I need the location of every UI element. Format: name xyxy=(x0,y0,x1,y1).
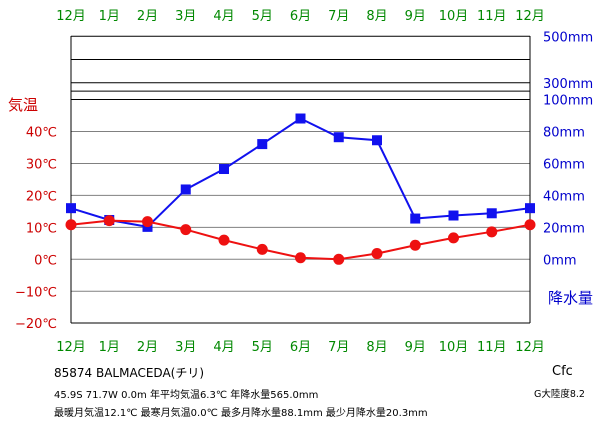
month-label: 9月 xyxy=(405,9,426,24)
precipitation-axis: 500mm 300mm 100mm 80mm 60mm 40mm 20mm 0mm 降水量 xyxy=(543,30,593,307)
temperature-tick-label: 40℃ xyxy=(26,126,57,141)
month-label: 2月 xyxy=(137,9,158,24)
precipitation-point xyxy=(372,135,382,146)
precipitation-tick-label: 40mm xyxy=(543,189,585,204)
precipitation-point xyxy=(410,213,421,224)
month-label: 5月 xyxy=(252,9,273,24)
month-label: 2月 xyxy=(137,340,158,355)
month-label: 6月 xyxy=(290,9,311,24)
precipitation-tick-label: 20mm xyxy=(543,221,585,236)
precipitation-tick-label: 100mm xyxy=(543,94,593,109)
precipitation-tick-label: 0mm xyxy=(543,253,577,268)
month-label: 12月 xyxy=(56,9,86,24)
month-label: 9月 xyxy=(405,340,426,355)
precipitation-tick-label: 500mm xyxy=(543,30,593,45)
temperature-point xyxy=(371,248,383,260)
temperature-point xyxy=(486,226,498,238)
precipitation-point xyxy=(333,132,344,143)
station-name: 85874 BALMACEDA(チリ) xyxy=(54,366,205,380)
station-summary: 45.9S 71.7W 0.0m 年平均気温6.3℃ 年降水量565.0mm xyxy=(54,390,319,401)
month-label: 10月 xyxy=(439,9,469,24)
month-label: 4月 xyxy=(213,340,234,355)
temperature-tick-label: −10℃ xyxy=(15,285,57,300)
month-label: 7月 xyxy=(328,340,349,355)
temperature-point xyxy=(333,253,345,265)
precipitation-point xyxy=(486,208,497,219)
precipitation-point xyxy=(257,139,268,150)
continentality: G大陸度8.2 xyxy=(534,389,585,400)
precipitation-axis-title: 降水量 xyxy=(548,289,593,307)
precipitation-point xyxy=(180,184,191,195)
month-label: 12月 xyxy=(515,9,545,24)
temperature-tick-label: 30℃ xyxy=(26,157,57,172)
month-label: 8月 xyxy=(366,340,387,355)
station-extremes: 最暖月気温12.1℃ 最寒月気温0.0℃ 最多月降水量88.1mm 最少月降水量… xyxy=(54,408,428,419)
temperature-point xyxy=(295,252,306,264)
temperature-point xyxy=(524,219,536,231)
precipitation-tick-label: 300mm xyxy=(543,77,593,92)
plot-frame xyxy=(70,36,531,324)
temperature-tick-label: 0℃ xyxy=(34,253,57,268)
temperature-tick-label: −20℃ xyxy=(15,317,57,332)
temperature-point xyxy=(448,232,459,244)
temperature-point xyxy=(65,219,77,231)
temperature-axis: 気温 40℃ 30℃ 20℃ 10℃ 0℃ −10℃ −20℃ xyxy=(8,96,57,332)
temperature-axis-title: 気温 xyxy=(8,96,38,114)
month-label: 4月 xyxy=(213,9,234,24)
temperature-point xyxy=(218,234,230,246)
month-label: 8月 xyxy=(366,9,387,24)
month-label: 3月 xyxy=(175,340,196,355)
month-labels-bottom: 12月 1月 2月 3月 4月 5月 6月 7月 8月 9月 10月 11月 12月 xyxy=(56,340,545,355)
month-label: 3月 xyxy=(175,9,196,24)
temperature-point xyxy=(142,216,153,228)
month-label: 11月 xyxy=(477,340,507,355)
precipitation-point xyxy=(219,164,229,175)
temperature-point xyxy=(180,224,192,236)
precipitation-point xyxy=(66,203,76,214)
month-labels-top: 12月 1月 2月 3月 4月 5月 6月 7月 8月 9月 10月 11月 12月 xyxy=(56,9,545,24)
month-label: 6月 xyxy=(290,340,311,355)
temperature-point xyxy=(103,215,115,227)
climate-class: Cfc xyxy=(552,364,573,379)
temperature-tick-label: 10℃ xyxy=(26,221,57,236)
precipitation-tick-label: 60mm xyxy=(543,157,585,172)
temperature-point xyxy=(409,239,421,251)
month-label: 1月 xyxy=(99,9,120,24)
month-label: 10月 xyxy=(439,340,469,355)
precipitation-tick-label: 80mm xyxy=(543,125,585,140)
month-label: 12月 xyxy=(56,340,86,355)
month-label: 12月 xyxy=(515,340,545,355)
precipitation-point xyxy=(295,113,306,124)
precipitation-point xyxy=(448,210,459,221)
temperature-series xyxy=(65,215,536,265)
month-label: 1月 xyxy=(99,340,120,355)
precipitation-line xyxy=(70,117,531,228)
precipitation-point xyxy=(525,203,535,214)
month-label: 11月 xyxy=(477,9,507,24)
temperature-tick-label: 20℃ xyxy=(26,189,57,204)
month-label: 7月 xyxy=(328,9,349,24)
temperature-point xyxy=(256,243,268,255)
month-label: 5月 xyxy=(252,340,273,355)
